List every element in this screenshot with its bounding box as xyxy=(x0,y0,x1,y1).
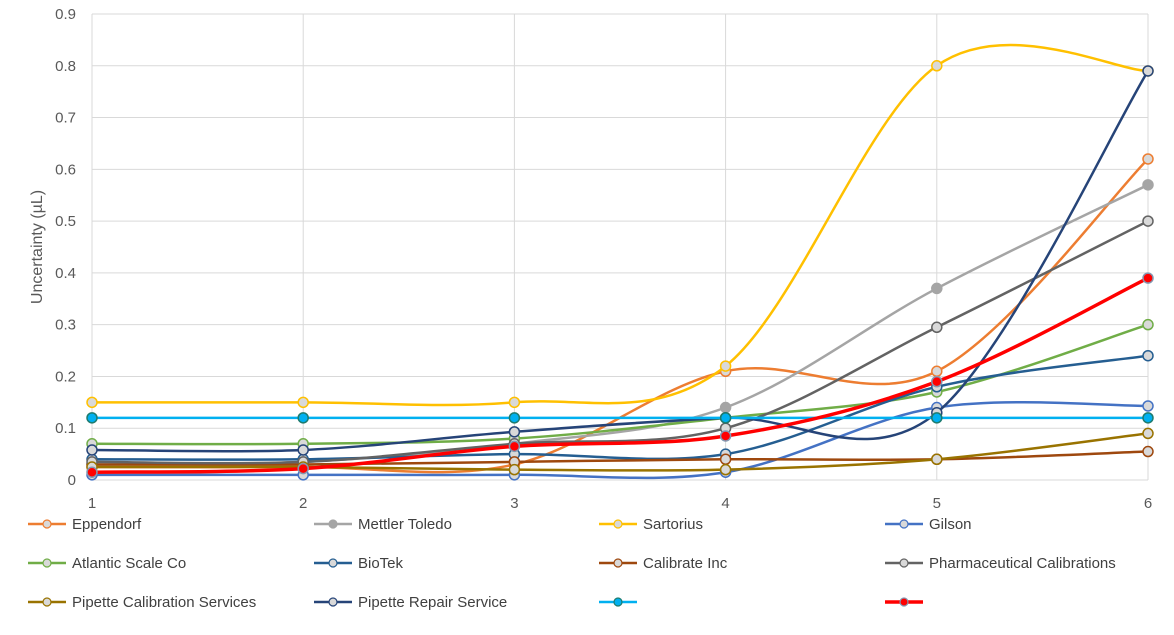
legend: Eppendorf Mettler Toledo Sartorius Gilson At… xyxy=(28,516,1116,611)
data-point-calibrate-inc xyxy=(1142,445,1154,458)
y-tick-label: 0.5 xyxy=(55,213,76,230)
y-tick-label: 0.2 xyxy=(55,368,76,385)
x-tick-label: 4 xyxy=(721,495,729,512)
legend-label-calibrate-inc: Calibrate Inc xyxy=(643,555,728,572)
legend-label-pipette-calibration-services: Pipette Calibration Services xyxy=(72,594,256,611)
data-point-sartorius xyxy=(719,360,732,372)
data-point-atlantic-scale-co xyxy=(1142,318,1154,331)
legend-marker-pipette-repair-service xyxy=(328,597,338,607)
data-point-sartorius xyxy=(86,396,98,409)
legend-marker-pharmaceutical-calibrations xyxy=(899,558,909,568)
data-point-series-11 xyxy=(1142,412,1154,424)
legend-label-atlantic-scale-co: Atlantic Scale Co xyxy=(72,555,186,572)
series-lines xyxy=(86,43,1154,481)
data-point-sartorius xyxy=(297,396,309,409)
series-line-gilson xyxy=(92,401,1149,480)
data-point-pipette-repair-service xyxy=(508,426,521,438)
x-tick-label: 1 xyxy=(88,495,96,512)
data-point-eppendorf xyxy=(1142,153,1154,165)
data-point-biotek xyxy=(1142,349,1154,362)
legend-label-sartorius: Sartorius xyxy=(643,516,703,533)
series-line-atlantic-scale-co xyxy=(91,323,1149,446)
y-tick-label: 0.4 xyxy=(55,265,76,282)
y-tick-label: 0.9 xyxy=(55,6,76,23)
data-point-eppendorf xyxy=(931,365,943,378)
data-point-sartorius xyxy=(931,60,943,72)
data-point-mettler-toledo xyxy=(719,401,732,414)
data-point-pipette-calibration-services xyxy=(719,463,732,476)
data-point-series-12 xyxy=(508,440,521,453)
legend-marker-gilson xyxy=(899,519,909,529)
data-point-mettler-toledo xyxy=(1142,179,1154,191)
data-point-gilson xyxy=(1142,400,1154,412)
legend-label-gilson: Gilson xyxy=(929,516,972,533)
data-point-series-11 xyxy=(508,412,521,424)
data-point-series-12 xyxy=(86,466,98,478)
data-point-pipette-repair-service xyxy=(297,444,309,456)
data-point-sartorius xyxy=(508,396,521,409)
series-line-pharmaceutical-calibrations xyxy=(91,219,1149,465)
legend-marker-calibrate-inc xyxy=(613,558,623,568)
series-line-sartorius xyxy=(91,43,1149,407)
legend-marker-mettler-toledo xyxy=(328,519,338,529)
legend-label-pharmaceutical-calibrations: Pharmaceutical Calibrations xyxy=(929,555,1116,572)
legend-label-eppendorf: Eppendorf xyxy=(72,516,142,533)
legend-label-biotek: BioTek xyxy=(358,555,404,572)
legend-label-mettler-toledo: Mettler Toledo xyxy=(358,516,452,533)
series-line-pipette-repair-service xyxy=(91,70,1150,453)
legend-marker-pipette-calibration-services xyxy=(42,597,52,607)
y-tick-label: 0.8 xyxy=(55,58,76,75)
y-tick-label: 0.6 xyxy=(55,161,76,178)
data-point-series-11 xyxy=(86,412,98,424)
data-point-calibrate-inc xyxy=(719,453,732,466)
legend-marker-series-12 xyxy=(899,597,909,607)
legend-marker-eppendorf xyxy=(42,519,52,529)
y-tick-label: 0.7 xyxy=(55,110,76,127)
data-point-series-12 xyxy=(1142,272,1154,284)
y-tick-label: 0 xyxy=(68,472,76,489)
legend-label-pipette-repair-service: Pipette Repair Service xyxy=(358,594,507,611)
data-point-series-11 xyxy=(931,412,943,424)
y-tick-label: 0.1 xyxy=(55,420,76,437)
data-point-pipette-repair-service xyxy=(1142,65,1154,77)
x-tick-label: 5 xyxy=(933,495,941,512)
legend-marker-atlantic-scale-co xyxy=(42,558,52,568)
x-tick-label: 2 xyxy=(299,495,307,512)
data-point-pharmaceutical-calibrations xyxy=(931,321,943,334)
series-line-calibrate-inc xyxy=(91,450,1149,466)
y-tick-label: 0.3 xyxy=(55,317,76,334)
x-tick-label: 6 xyxy=(1144,495,1152,512)
legend-marker-sartorius xyxy=(613,519,623,529)
data-point-series-11 xyxy=(719,412,732,424)
gridlines xyxy=(91,13,1149,481)
data-point-series-12 xyxy=(931,375,943,388)
series-line-series-12 xyxy=(91,276,1149,474)
y-axis-ticks: 0 0.1 0.2 0.3 0.4 0.5 0.6 0.7 0.8 0.9 xyxy=(55,6,76,489)
y-axis-label: Uncertainty (µL) xyxy=(29,190,46,304)
legend-marker-series-11 xyxy=(613,597,623,607)
series-line-biotek xyxy=(91,354,1149,461)
series-line-pipette-calibration-services xyxy=(91,432,1149,472)
data-point-series-11 xyxy=(297,412,309,424)
data-point-mettler-toledo xyxy=(931,282,943,295)
x-axis-ticks: 1 2 3 4 5 6 xyxy=(88,495,1152,512)
data-point-series-12 xyxy=(719,430,732,442)
data-point-pipette-calibration-services xyxy=(1142,427,1154,440)
data-point-pipette-calibration-services xyxy=(508,463,521,476)
data-point-series-12 xyxy=(297,462,309,475)
legend-marker-biotek xyxy=(328,558,338,568)
data-point-pipette-calibration-services xyxy=(931,453,943,466)
x-tick-label: 3 xyxy=(510,495,518,512)
data-point-pharmaceutical-calibrations xyxy=(1142,215,1154,227)
data-point-pipette-repair-service xyxy=(86,444,98,456)
